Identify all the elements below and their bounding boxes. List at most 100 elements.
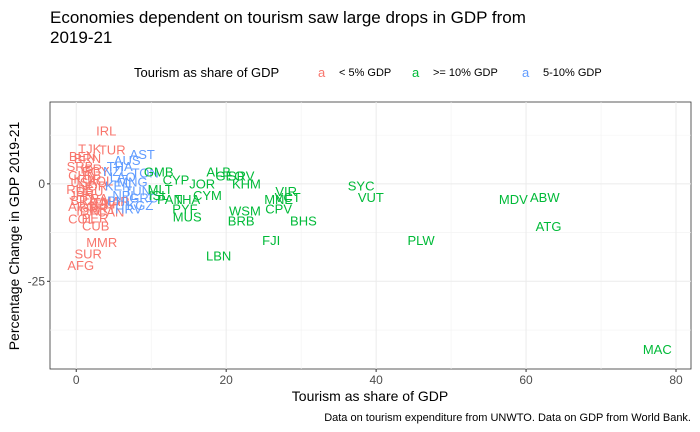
point-label-vir: VIR <box>275 184 297 199</box>
x-tick-label: 0 <box>73 373 80 387</box>
point-label-idn: IDN <box>76 204 98 219</box>
point-label-cym: CYM <box>193 188 222 203</box>
point-label-arg: ARG <box>68 199 96 214</box>
point-label-abw: ABW <box>530 190 560 205</box>
point-label-npl: NPL <box>112 188 137 203</box>
legend-title: Tourism as share of GDP <box>134 65 279 80</box>
x-axis-title: Tourism as share of GDP <box>292 388 448 404</box>
point-label-deu: DEU <box>76 184 103 199</box>
point-label-nzl: NZL <box>103 164 128 179</box>
point-label-lbn: LBN <box>206 248 231 263</box>
plot-panel <box>49 101 692 370</box>
point-label-sur: SUR <box>75 247 102 262</box>
point-label-mmr: MMR <box>86 235 117 250</box>
chart-caption: Data on tourism expenditure from UNWTO. … <box>324 412 691 424</box>
point-label-syc: SYC <box>348 178 375 193</box>
data-points: IRL TURTJKBENBRNSRBISREGYCHNKORUSAPOLNORR… <box>66 124 671 357</box>
point-label-mne: MNE <box>264 192 293 207</box>
chart-title: Economies dependent on tourism saw large… <box>50 8 531 47</box>
point-label-usa: USA <box>70 175 97 190</box>
point-label-col: COL <box>68 211 95 226</box>
point-label-per: PER <box>82 211 109 226</box>
point-label-tha: THA <box>174 192 200 207</box>
point-label-mac: MAC <box>643 342 672 357</box>
point-label-mus: MUS <box>173 209 202 224</box>
point-label-lao: LAO <box>110 169 136 184</box>
x-tick-label: 20 <box>220 373 234 387</box>
point-label-srb: SRB <box>67 159 94 174</box>
chart-title-line-1: Economies dependent on tourism saw large… <box>50 8 526 27</box>
y-tick-label: -25 <box>28 274 46 288</box>
point-label-atg: ATG <box>536 219 562 234</box>
point-label-gmb: GMB <box>144 165 174 180</box>
point-label-cyp: CYP <box>163 172 190 187</box>
point-label-nor: NOR <box>78 178 107 193</box>
point-label-rus: RUS <box>66 182 94 197</box>
point-label-tjk: TJK <box>78 141 101 156</box>
point-label-mar: MAR <box>101 194 130 209</box>
point-label-bra: BRA <box>70 193 97 208</box>
point-label-mlt: MLT <box>148 182 173 197</box>
point-label-chn: CHN <box>68 168 96 183</box>
point-label-kgz: KGZ <box>127 198 154 213</box>
point-label-brb: BRB <box>228 213 255 228</box>
point-label-pol: POL <box>87 174 113 189</box>
point-label-tun: TUN <box>124 183 151 198</box>
point-label-wsm: WSM <box>229 204 261 219</box>
point-label-alb: ALB <box>206 165 231 180</box>
point-label-grc: GRC <box>129 190 158 205</box>
point-label-phl: PHL <box>107 194 132 209</box>
legend-label-mid: 5-10% GDP <box>543 67 602 79</box>
point-label-srv: SRV <box>228 169 255 184</box>
x-tick-label: 80 <box>669 373 683 387</box>
point-label-prt: PRT <box>90 202 116 217</box>
point-label-tha: THA <box>107 159 133 174</box>
point-label-pyf: PYF <box>172 202 197 217</box>
point-label-ben: BEN <box>69 149 96 164</box>
legend-key-high: a <box>412 65 420 80</box>
point-label-irl: IRL <box>96 124 116 139</box>
point-label-geo: GEO <box>215 169 244 184</box>
point-label-ton: TON <box>132 165 159 180</box>
point-label-fji: FJI <box>262 233 280 248</box>
point-label-ita: ITA <box>89 195 109 210</box>
legend-key-mid: a <box>522 65 530 80</box>
legend: Tourism as share of GDP a < 5% GDP a >= 10%… <box>134 65 602 80</box>
point-label-brn: BRN <box>74 151 101 166</box>
point-label-hrv: HRV <box>115 201 143 216</box>
point-label-bhs: BHS <box>290 213 317 228</box>
chart-title-line-2: 2019-21 <box>50 28 112 47</box>
point-label-cpv: CPV <box>265 202 292 217</box>
plot-area: IRL TURTJKBENBRNSRBISREGYCHNKORUSAPOLNORR… <box>28 101 692 387</box>
y-axis-ticks: 0 -25 <box>28 177 50 288</box>
point-label-pan: PAN <box>157 192 183 207</box>
point-label-cub: CUB <box>82 218 109 233</box>
point-label-jpn: JPN <box>69 188 94 203</box>
point-label-khm: KHM <box>232 176 261 191</box>
point-label-afg: AFG <box>67 258 94 273</box>
grid-lines <box>50 102 691 369</box>
point-label-tur: TUR <box>99 142 126 157</box>
point-label-egy: EGY <box>82 164 110 179</box>
legend-key-low: a <box>318 65 326 80</box>
point-label-jor: JOR <box>189 176 215 191</box>
y-tick-label: 0 <box>38 177 45 191</box>
point-label-vut: VUT <box>358 190 384 205</box>
point-label-kor: KOR <box>73 171 101 186</box>
point-label-ast: AST <box>130 147 155 162</box>
y-axis-title: Percentage Change in GDP 2019-21 <box>6 122 22 351</box>
point-label-gbr: GBR <box>79 201 107 216</box>
legend-label-low: < 5% GDP <box>339 67 391 79</box>
point-label-isl: ISL <box>149 188 169 203</box>
point-label-ken: KEN <box>105 179 132 194</box>
point-label-can: CAN <box>97 204 124 219</box>
point-label-esp: ESP <box>95 197 121 212</box>
point-label-plw: PLW <box>407 233 435 248</box>
point-label-isr: ISR <box>80 162 102 177</box>
point-label-mng: MNG <box>117 174 147 189</box>
point-label-mdv: MDV <box>499 192 528 207</box>
point-label-vct: VCT <box>275 190 301 205</box>
x-tick-label: 60 <box>519 373 533 387</box>
point-label-fra: FRA <box>82 191 108 206</box>
